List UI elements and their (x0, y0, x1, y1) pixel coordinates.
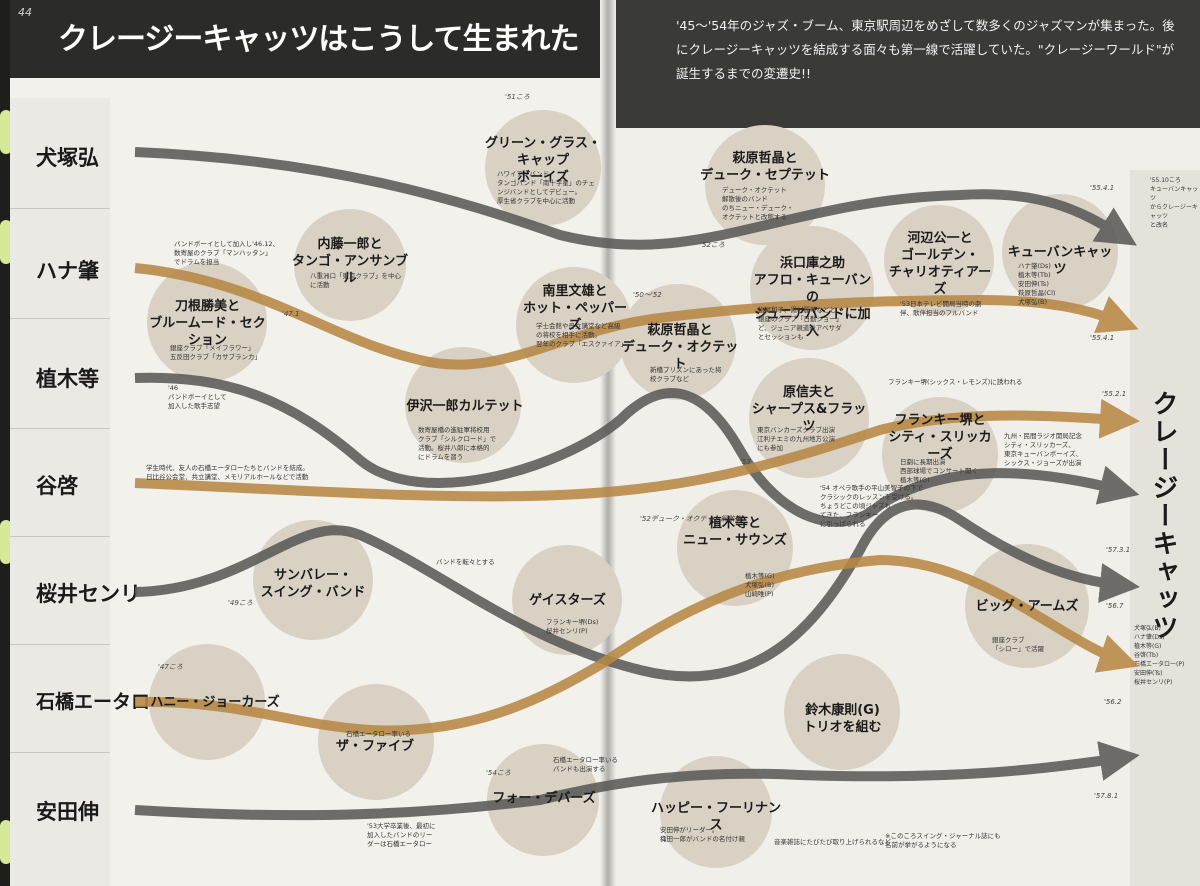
annotation: 九州・民間ラジオ開局記念 シティ・スリッカーズ、 東京キューバンボーイズ、 シッ… (1004, 432, 1083, 467)
group-note: 安田伸がリーダー。 穐田一郎がバンドの名付け親 (660, 826, 745, 843)
member-name-inuzuka: 犬塚弘 (36, 146, 99, 170)
row-divider (10, 318, 110, 319)
member-name-ueki: 植木等 (36, 367, 99, 391)
group-note: 石橋エータロー率いる バンドも出演する (553, 756, 618, 773)
annotation: ※このころスイング・ジャーナル誌にも 名前が挙がるようになる (885, 832, 1001, 849)
group-name: 伊沢一郎カルテット (406, 399, 524, 414)
group-name: 南里文雄と ホット・ペッパーズ (522, 284, 627, 333)
group-name: 萩原哲晶と デューク・セプテット (700, 151, 830, 183)
group-note: 石橋エータロー率いる (346, 730, 411, 738)
final-members-list: 犬塚弘(B) ハナ肇(Ds) 植木等(G) 谷啓(Tb) 石橋エータロー(P) … (1134, 625, 1185, 686)
annotation: 学生時代、友人の石橋エータローたちとバンドを結成。 日比谷公会堂、共立講堂、メモ… (146, 464, 309, 481)
row-divider (10, 644, 110, 645)
group-date: '54ころ (486, 769, 511, 777)
join-date: '55.4.1 (1090, 334, 1115, 342)
join-date: '55.2.1 (1102, 390, 1127, 398)
group-date: '47ころ (158, 663, 183, 671)
group-note: 日劇に長期出演 西部球場でコンサート開く 植木等(G) (900, 458, 978, 484)
annotation: バンドを転々とする (436, 558, 495, 566)
join-date: '55.4.1 (1090, 184, 1115, 192)
group-note: 数寄屋橋の進駐軍将校用 クラブ「シルクロード」で 活動。桜井八郎に本格的 にドラ… (418, 426, 496, 461)
group-note: 銀座クラブ「メイフラワー」 五反田クラブ「カサブランカ」 (170, 344, 261, 361)
leaf-decoration (0, 110, 12, 154)
leaf-decoration (0, 520, 12, 564)
group-note: ハワイアンバンド タンゴバンド「南十字星」のチェ ンジバンドとしてデビュー。 厚… (497, 170, 595, 205)
group-note: 銀座クラブ 「シロー」で活躍 (992, 636, 1044, 653)
group-date: '51ころ (505, 93, 530, 101)
group-name: サンバレー・ スイング・バンド (260, 568, 366, 600)
group-note: ハナ肇(Ds) 植木等(Tb) 安田伸(Ts) 萩原哲晶(Cl) 犬塚弘(B) (1018, 262, 1056, 306)
group-note: 植木等(G) 犬塚弘(B) 山崎唯(P) (745, 572, 775, 598)
annotation: '46 バンドボーイとして 加入した歌手志望 (168, 384, 227, 410)
member-name-hana: ハナ肇 (36, 259, 99, 283)
row-divider (10, 208, 110, 209)
group-note: 松尾和子、黒村麗華などと 銀座のクラブ「日勤ショー」 ど、ジュニア親道後アベサダ… (758, 306, 843, 341)
join-date: '57.3.1 (1106, 546, 1131, 554)
lead-text: '45〜'54年のジャズ・ブーム、東京駅周辺をめざして数多くのジャズマンが集まっ… (676, 18, 1175, 81)
group-name: 原信夫と シャープス&フラッツ (751, 385, 867, 434)
group-name: ハッピー・フーリナンス (650, 801, 781, 833)
leaf-decoration (0, 220, 12, 264)
annotation: フランキー堺(シックス・レモンズ)に誘われる (888, 378, 1023, 386)
member-column (10, 98, 110, 886)
group-name: ザ・ファイブ (335, 739, 414, 754)
group-note: '53日本テレビ開局当時の劇 伴、歌伴担当のフルバンド (900, 300, 982, 317)
lead-band (616, 0, 1200, 128)
group-name: ハニー・ジョーカーズ (150, 695, 280, 710)
join-date: '56.2 (1104, 698, 1122, 706)
annotation: バンドボーイとして加入し'46.12、 数寄屋のクラブ「マンハッタン」 でドラム… (174, 240, 280, 266)
group-name: グリーン・グラス・キャップ ボーイズ (484, 136, 602, 185)
group-note: フランキー堺(Ds) 桜井センリ(P) (546, 618, 599, 635)
group-name: 鈴木康則(G) トリオを組む (803, 703, 882, 735)
group-note: 新橋プリズンにあった将 校クラブなど (650, 366, 722, 383)
group-date: '50〜'52 (633, 291, 662, 299)
group-name: 植木等と ニュー・サウンズ (683, 516, 787, 548)
group-name: 刀根勝美と ブルームード・セクション (149, 299, 266, 348)
row-divider (10, 752, 110, 753)
annotation: '53大学卒業後、最初に 加入したバンドのリー ダーは石橋エータロー (367, 822, 436, 848)
group-date: '47.1 (282, 310, 300, 318)
group-name: 内藤一郎と タンゴ・アンサンブル (291, 237, 409, 286)
member-name-tani: 谷啓 (36, 474, 78, 498)
group-note: デューク・オクテット 解散後のバンド のちニュー・デューク・ オクテットと改称す… (722, 186, 794, 221)
group-note: 八重洲口「東京クラブ」を中心 に活動 (310, 272, 401, 289)
group-name: 萩原哲晶と デューク・オクテット (621, 323, 739, 372)
group-date: '49ころ (228, 599, 253, 607)
page-title: クレージーキャッツはこうして生まれた (58, 22, 579, 57)
annotation: 音楽雑誌にたびたび取り上げられるなど (774, 838, 891, 846)
group-date: '52デューク・オクテット解散後 (640, 515, 742, 523)
leaf-decoration (0, 820, 12, 864)
row-divider (10, 428, 110, 429)
group-name: ビッグ・アームズ (975, 599, 1079, 614)
annotation: '54 オペラ歌手の平山美智子の下で クラシックのレッスンを受ける。 ちょうどこ… (820, 484, 924, 528)
member-name-sakurai: 桜井センリ (36, 582, 141, 606)
group-date: '53 (740, 458, 751, 466)
group-name: キューバンキャッツ (1007, 245, 1113, 277)
group-name: ゲイスターズ (529, 593, 606, 608)
final-band-name: クレージーキャッツ (1148, 390, 1178, 642)
group-date: '52ころ (700, 241, 725, 249)
group-note: 学士会館や丹立講堂など高級 の将校を相手に活動。 翌年のクラブ「エスクァイア」 (536, 322, 627, 348)
final-rename-note: '55.10ころ キューバンキャッツ からクレージーキャッツ と改名 (1150, 177, 1199, 229)
final-band-box (1130, 170, 1200, 886)
group-name: 河辺公一と ゴールデン・ チャリオティアーズ (888, 231, 992, 297)
group-name: フランキー堺と シティ・スリッカーズ (888, 413, 992, 462)
member-name-yasuda: 安田伸 (36, 800, 99, 824)
title-band (10, 0, 600, 78)
join-date: '57.8.1 (1094, 792, 1119, 800)
row-divider (10, 536, 110, 537)
group-name: 浜口庫之助 アフロ・キューバンの ジュニアバンドに加入 (753, 256, 872, 339)
join-date: '56.7 (1106, 602, 1124, 610)
group-note: 東京バンカーズクラブ出演 江利チエミの九州地方公演 にも参加 (757, 426, 835, 452)
group-name: フォー・デバーズ (492, 791, 596, 806)
page-number: 44 (18, 6, 32, 19)
